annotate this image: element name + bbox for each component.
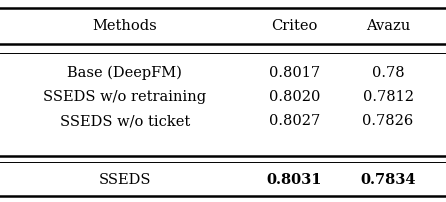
Text: 0.8017: 0.8017 — [269, 66, 320, 80]
Text: 0.78: 0.78 — [372, 66, 405, 80]
Text: 0.7834: 0.7834 — [360, 173, 416, 187]
Text: SSEDS w/o ticket: SSEDS w/o ticket — [60, 114, 190, 128]
Text: 0.8027: 0.8027 — [269, 114, 320, 128]
Text: 0.7812: 0.7812 — [363, 90, 413, 104]
Text: SSEDS w/o retraining: SSEDS w/o retraining — [43, 90, 206, 104]
Text: Base (DeepFM): Base (DeepFM) — [67, 65, 182, 80]
Text: Methods: Methods — [92, 19, 157, 33]
Text: 0.7826: 0.7826 — [363, 114, 413, 128]
Text: 0.8031: 0.8031 — [267, 173, 322, 187]
Text: SSEDS: SSEDS — [99, 173, 151, 187]
Text: Criteo: Criteo — [271, 19, 318, 33]
Text: 0.8020: 0.8020 — [268, 90, 320, 104]
Text: Avazu: Avazu — [366, 19, 410, 33]
